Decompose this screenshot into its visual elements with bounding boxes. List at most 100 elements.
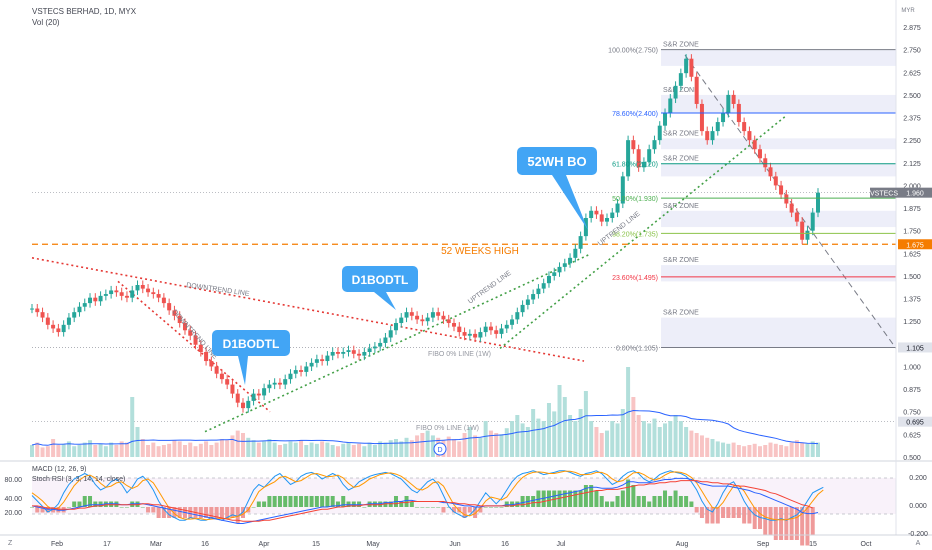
candle[interactable] <box>341 351 346 354</box>
candle[interactable] <box>66 317 71 325</box>
candle[interactable] <box>209 361 214 367</box>
candle[interactable] <box>383 337 388 343</box>
candle[interactable] <box>30 308 34 310</box>
dividend-marker[interactable]: D <box>433 442 447 456</box>
candle[interactable] <box>689 58 694 77</box>
candle[interactable] <box>699 103 704 132</box>
candle[interactable] <box>330 351 335 356</box>
candle[interactable] <box>715 122 720 132</box>
candle[interactable] <box>35 308 40 313</box>
candle[interactable] <box>805 230 810 240</box>
candle[interactable] <box>742 122 747 132</box>
candle[interactable] <box>631 140 636 150</box>
candle[interactable] <box>604 218 609 222</box>
candle[interactable] <box>816 192 820 213</box>
candle[interactable] <box>467 333 472 336</box>
candle[interactable] <box>246 400 251 409</box>
candle[interactable] <box>483 326 488 333</box>
candle[interactable] <box>789 203 794 213</box>
candle[interactable] <box>626 140 631 177</box>
candle[interactable] <box>124 295 129 298</box>
candle[interactable] <box>40 312 45 318</box>
candle[interactable] <box>694 76 699 104</box>
candle[interactable] <box>531 294 536 300</box>
candle[interactable] <box>140 285 145 289</box>
candle[interactable] <box>641 161 646 168</box>
candle[interactable] <box>546 275 551 284</box>
candle[interactable] <box>357 353 362 356</box>
candle[interactable] <box>810 212 815 231</box>
candle[interactable] <box>763 158 768 168</box>
candle[interactable] <box>346 350 351 352</box>
candle[interactable] <box>583 218 588 237</box>
candle[interactable] <box>430 312 435 318</box>
price-axis[interactable]: 2.875 2.750 2.625 2.500 2.375 2.250 2.125 2.000… <box>870 0 932 535</box>
candle[interactable] <box>768 167 773 177</box>
candle[interactable] <box>773 176 778 186</box>
candle[interactable] <box>705 131 710 141</box>
candle[interactable] <box>272 382 277 385</box>
candle[interactable] <box>525 299 530 305</box>
candle[interactable] <box>56 328 61 333</box>
candle[interactable] <box>462 332 467 336</box>
candle[interactable] <box>219 373 224 380</box>
indicator-pane[interactable] <box>0 460 932 546</box>
candle[interactable] <box>663 113 668 126</box>
candle[interactable] <box>325 355 330 362</box>
candle[interactable] <box>673 85 678 99</box>
candle[interactable] <box>415 315 420 320</box>
candle[interactable] <box>541 283 546 289</box>
candle[interactable] <box>731 94 736 104</box>
candle[interactable] <box>214 366 219 374</box>
candle[interactable] <box>441 315 446 320</box>
time-axis[interactable]: Feb 17 Mar 16 Apr 15 May Jun 16 Jul Aug Sep 15 Oct <box>0 534 932 548</box>
candle[interactable] <box>109 290 114 295</box>
candle[interactable] <box>657 125 662 141</box>
candle[interactable] <box>710 131 715 141</box>
candle[interactable] <box>130 290 135 298</box>
auto-scale-icon[interactable]: A <box>916 540 921 547</box>
candle[interactable] <box>510 319 515 325</box>
candle[interactable] <box>51 324 56 329</box>
candle[interactable] <box>256 393 261 396</box>
candle[interactable] <box>230 384 235 394</box>
candle[interactable] <box>726 94 731 113</box>
candle[interactable] <box>647 149 652 162</box>
candle[interactable] <box>72 312 77 318</box>
candle[interactable] <box>146 288 151 293</box>
candle[interactable] <box>794 212 799 222</box>
candle[interactable] <box>610 212 615 219</box>
candle[interactable] <box>562 263 567 267</box>
candle[interactable] <box>304 366 309 372</box>
candle[interactable] <box>320 359 325 362</box>
candle[interactable] <box>473 333 478 338</box>
candle[interactable] <box>388 330 393 338</box>
candle[interactable] <box>721 113 726 123</box>
candle[interactable] <box>436 312 441 316</box>
candle[interactable] <box>114 290 119 293</box>
candle[interactable] <box>457 326 462 333</box>
candle[interactable] <box>45 317 50 325</box>
candle[interactable] <box>367 348 372 352</box>
candle[interactable] <box>314 359 319 363</box>
candle[interactable] <box>557 266 562 273</box>
candle[interactable] <box>620 176 625 204</box>
candle[interactable] <box>652 140 657 150</box>
candle[interactable] <box>103 294 108 296</box>
candle[interactable] <box>288 373 293 380</box>
candle[interactable] <box>800 221 805 240</box>
candle[interactable] <box>335 351 340 354</box>
candle[interactable] <box>636 149 641 168</box>
candle[interactable] <box>568 257 573 264</box>
candle[interactable] <box>446 319 451 324</box>
candle[interactable] <box>684 58 689 74</box>
candle[interactable] <box>119 292 124 296</box>
candle[interactable] <box>488 326 493 331</box>
candle[interactable] <box>615 203 620 213</box>
candle[interactable] <box>172 310 177 316</box>
candle[interactable] <box>61 324 66 333</box>
candle[interactable] <box>599 214 604 222</box>
candle[interactable] <box>578 236 583 249</box>
candle[interactable] <box>277 382 282 385</box>
candle[interactable] <box>425 317 430 322</box>
